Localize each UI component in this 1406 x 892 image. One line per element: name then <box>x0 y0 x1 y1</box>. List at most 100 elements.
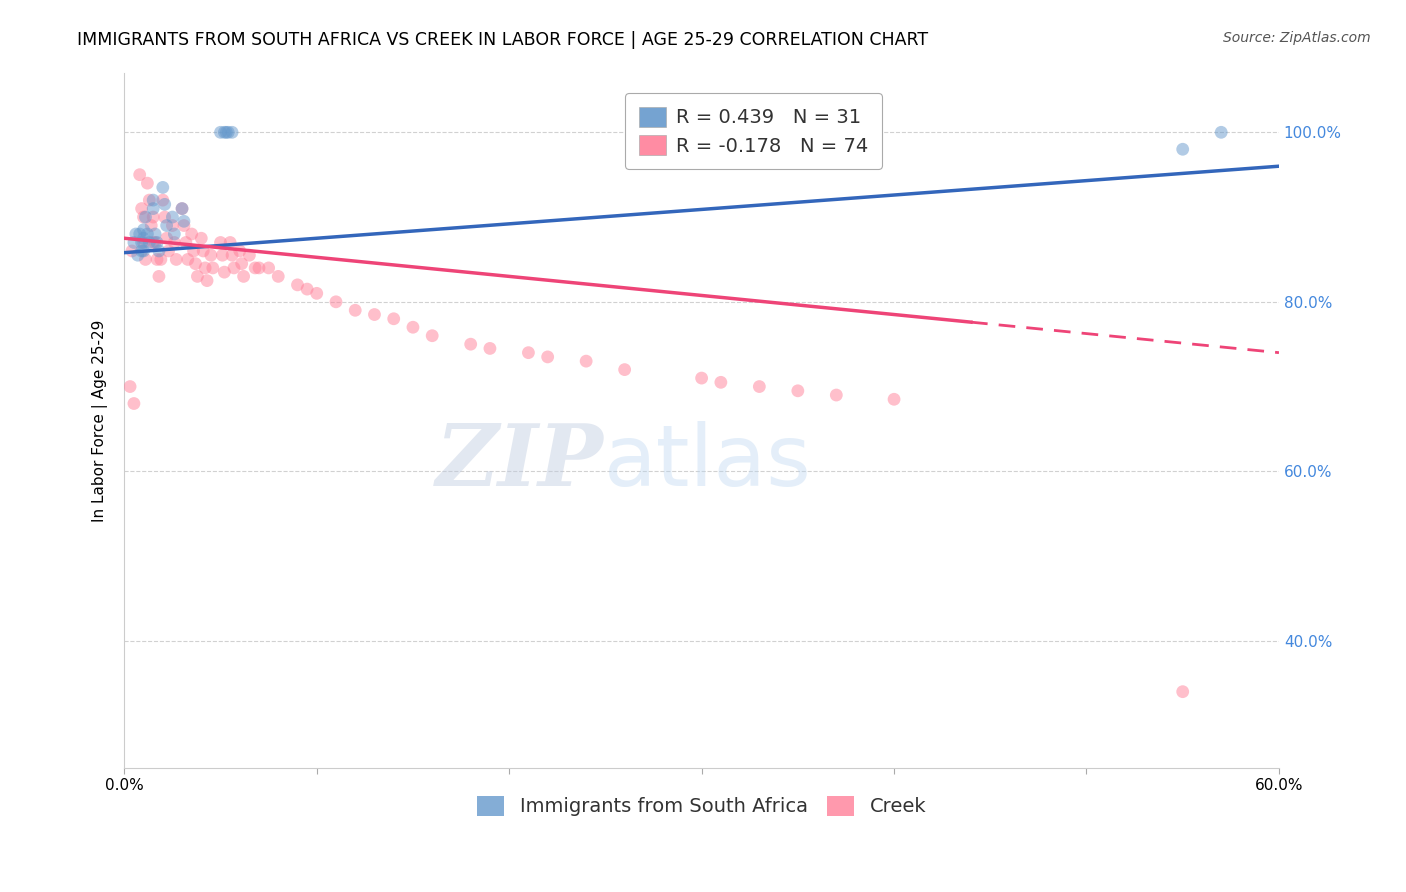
Point <box>229 244 252 258</box>
Point <box>173 219 195 233</box>
Point <box>132 231 155 245</box>
Point <box>148 244 170 258</box>
Point <box>120 379 142 393</box>
Point <box>125 227 148 241</box>
Point <box>231 257 253 271</box>
Point <box>156 219 179 233</box>
Point <box>257 260 280 275</box>
Point <box>142 202 165 216</box>
Point <box>221 248 243 262</box>
Point <box>200 248 222 262</box>
Point <box>148 269 170 284</box>
Point <box>177 252 200 267</box>
Point <box>170 202 193 216</box>
Point <box>217 125 239 139</box>
Point <box>211 248 233 262</box>
Point <box>209 235 232 250</box>
Point <box>131 202 153 216</box>
Point <box>222 260 245 275</box>
Point <box>287 277 309 292</box>
Point <box>174 235 197 250</box>
Point <box>152 193 174 207</box>
Text: IMMIGRANTS FROM SOUTH AFRICA VS CREEK IN LABOR FORCE | AGE 25-29 CORRELATION CHA: IMMIGRANTS FROM SOUTH AFRICA VS CREEK IN… <box>77 31 928 49</box>
Point <box>146 252 169 267</box>
Y-axis label: In Labor Force | Age 25-29: In Labor Force | Age 25-29 <box>93 319 108 522</box>
Point <box>149 252 172 267</box>
Point <box>190 231 212 245</box>
Point <box>122 235 145 250</box>
Point <box>295 282 318 296</box>
Point <box>883 392 905 407</box>
Point <box>128 227 150 241</box>
Point <box>157 244 180 258</box>
Point <box>162 219 184 233</box>
Point <box>143 227 166 241</box>
Point <box>180 227 202 241</box>
Point <box>136 227 159 241</box>
Text: atlas: atlas <box>603 421 811 504</box>
Point <box>128 168 150 182</box>
Point <box>131 235 153 250</box>
Point <box>325 294 347 309</box>
Point <box>460 337 482 351</box>
Point <box>825 388 848 402</box>
Point <box>247 260 270 275</box>
Point <box>201 260 224 275</box>
Point <box>132 223 155 237</box>
Point <box>238 248 260 262</box>
Point <box>402 320 425 334</box>
Point <box>132 210 155 224</box>
Point <box>748 379 770 393</box>
Point <box>232 269 254 284</box>
Point <box>136 176 159 190</box>
Point <box>121 244 143 258</box>
Text: Source: ZipAtlas.com: Source: ZipAtlas.com <box>1223 31 1371 45</box>
Point <box>173 214 195 228</box>
Point <box>214 125 236 139</box>
Point <box>142 193 165 207</box>
Point <box>152 180 174 194</box>
Point <box>575 354 598 368</box>
Point <box>146 235 169 250</box>
Point <box>1171 684 1194 698</box>
Point <box>134 252 156 267</box>
Point <box>132 235 155 250</box>
Point <box>163 227 186 241</box>
Point <box>305 286 328 301</box>
Point <box>142 235 165 250</box>
Point <box>344 303 367 318</box>
Point <box>478 342 501 356</box>
Point <box>221 125 243 139</box>
Point <box>690 371 713 385</box>
Point <box>127 248 149 262</box>
Point <box>138 235 160 250</box>
Point <box>153 210 176 224</box>
Point <box>131 244 153 258</box>
Point <box>363 308 385 322</box>
Point <box>170 202 193 216</box>
Point <box>219 235 242 250</box>
Point <box>162 210 184 224</box>
Text: ZIP: ZIP <box>436 420 603 504</box>
Point <box>165 252 187 267</box>
Point <box>163 235 186 250</box>
Point <box>382 311 405 326</box>
Point <box>186 269 208 284</box>
Point <box>786 384 808 398</box>
Point <box>215 125 238 139</box>
Point <box>132 244 155 258</box>
Point <box>195 274 218 288</box>
Point <box>267 269 290 284</box>
Point <box>142 210 165 224</box>
Point <box>143 235 166 250</box>
Point <box>183 244 205 258</box>
Point <box>156 231 179 245</box>
Point <box>184 257 207 271</box>
Point <box>517 345 540 359</box>
Point <box>138 193 160 207</box>
Point <box>209 125 232 139</box>
Point <box>153 197 176 211</box>
Point <box>193 244 215 258</box>
Point <box>420 328 443 343</box>
Point <box>537 350 560 364</box>
